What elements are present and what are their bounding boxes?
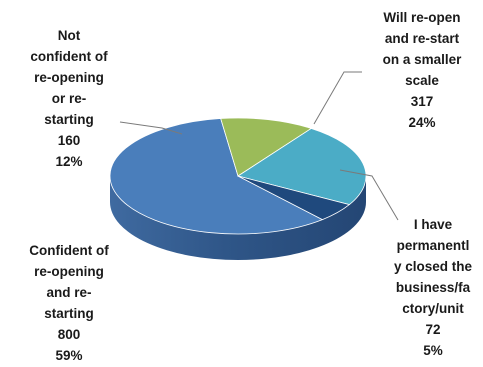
label-not-confident-line-5: starting [44,112,94,127]
label-confident-line-4: starting [44,306,94,321]
pie-side-rim [110,176,366,260]
label-reopen-smaller-line-2: and re-start [384,31,460,46]
label-not-confident: Not confident of re-opening or re- start… [4,25,134,172]
label-confident-value: 800 [57,327,81,342]
leader-line-not-confident [119,121,183,135]
label-closed-line-3: y closed the [393,259,473,274]
leader-line-closed [339,169,399,221]
label-confident-line-3: and re- [46,285,92,300]
label-reopen-smaller-percent: 24% [408,115,436,130]
label-reopen-smaller-value: 317 [410,94,434,109]
label-closed-value: 72 [425,322,441,337]
label-closed-line-4: business/fa [395,280,471,295]
label-not-confident-line-3: re-opening [34,70,104,85]
label-closed-line-2: permanentl [396,238,470,253]
label-not-confident-value: 160 [57,133,81,148]
label-not-confident-line-1: Not [57,28,81,43]
label-reopen-smaller: Will re-open and re-start on a smaller s… [372,7,472,133]
label-not-confident-line-4: or re- [51,91,87,106]
label-reopen-smaller-line-3: on a smaller [382,52,462,67]
label-permanently-closed: I have permanentl y closed the business/… [385,214,481,361]
slice-confident [109,118,324,235]
label-confident: Confident of re-opening and re- starting… [4,240,134,366]
label-closed-line-5: ctory/unit [402,301,464,316]
label-confident-line-2: re-opening [34,264,104,279]
label-confident-percent: 59% [55,348,83,363]
label-reopen-smaller-line-1: Will re-open [383,10,461,25]
label-not-confident-line-2: confident of [30,49,108,64]
label-reopen-smaller-line-4: scale [405,73,439,88]
label-confident-line-1: Confident of [29,243,109,258]
label-closed-percent: 5% [423,343,443,358]
slice-reopen-smaller [237,128,367,206]
slice-permanently-closed [237,175,351,221]
leader-line-reopen-smaller [313,71,362,125]
slice-not-confident [220,117,313,177]
label-not-confident-percent: 12% [55,154,83,169]
label-closed-line-1: I have [413,217,453,232]
